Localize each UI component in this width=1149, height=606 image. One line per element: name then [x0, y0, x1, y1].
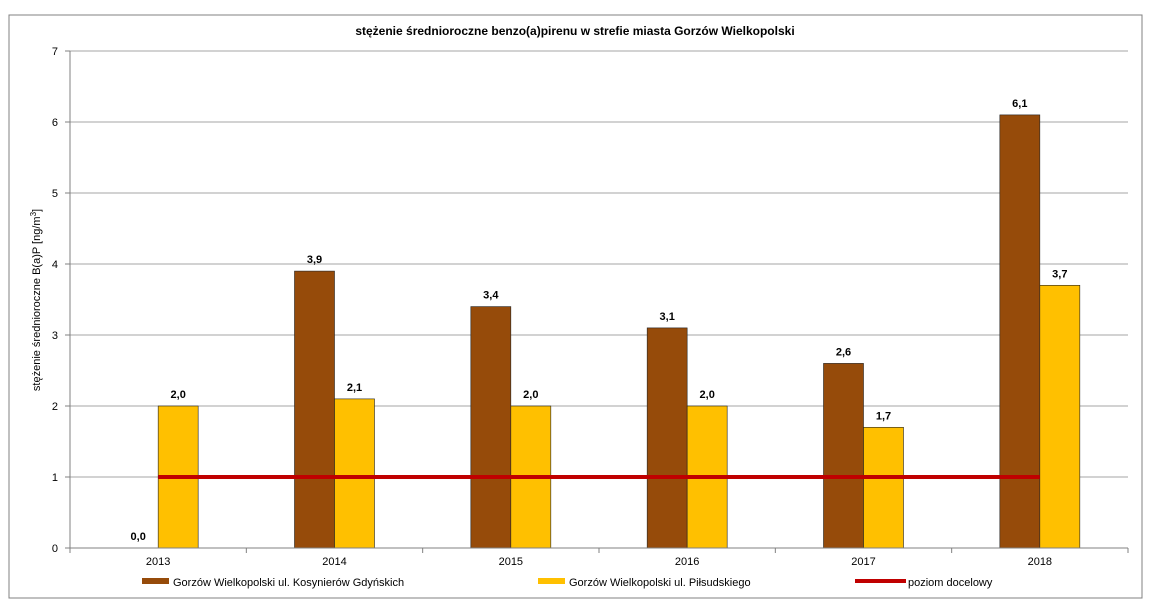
bar-kosynierow-2014: [295, 271, 335, 548]
legend-label: Gorzów Wielkopolski ul. Kosynierów Gdyńs…: [173, 577, 404, 589]
y-axis-label: stężenie średnioroczne B(a)P [ng/m3]: [29, 209, 43, 391]
data-label: 2,0: [700, 389, 715, 401]
bar-pilsudskiego-2017: [864, 427, 904, 548]
data-label: 3,9: [307, 254, 322, 266]
bar-kosynierow-2018: [1000, 115, 1040, 548]
legend-label: Gorzów Wielkopolski ul. Piłsudskiego: [569, 577, 751, 589]
y-tick-label: 7: [52, 46, 58, 58]
x-tick-label: 2018: [1028, 556, 1052, 568]
data-label: 3,1: [660, 311, 675, 323]
legend-swatch: [142, 578, 169, 584]
data-label: 2,1: [347, 382, 362, 394]
y-tick-label: 4: [52, 259, 58, 271]
x-tick-label: 2014: [322, 556, 346, 568]
data-label: 2,6: [836, 346, 851, 358]
y-tick-label: 2: [52, 401, 58, 413]
legend-label: poziom docelowy: [908, 577, 993, 589]
bar-pilsudskiego-2014: [335, 399, 375, 548]
data-label: 2,0: [171, 389, 186, 401]
bar-pilsudskiego-2018: [1040, 285, 1080, 548]
y-axis-label-close: ]: [31, 209, 43, 212]
y-tick-label: 1: [52, 472, 58, 484]
x-tick-label: 2017: [851, 556, 875, 568]
bar-kosynierow-2016: [647, 328, 687, 548]
data-label: 3,4: [483, 290, 499, 302]
x-tick-label: 2015: [499, 556, 523, 568]
y-axis-label-main: stężenie średnioroczne B(a)P [ng/m: [31, 216, 43, 391]
x-tick-label: 2016: [675, 556, 699, 568]
y-tick-label: 6: [52, 117, 58, 129]
data-label: 2,0: [523, 389, 538, 401]
data-label: 6,1: [1012, 98, 1027, 110]
data-label: 3,7: [1052, 268, 1067, 280]
legend-swatch: [538, 578, 565, 584]
y-tick-label: 3: [52, 330, 58, 342]
bar-kosynierow-2015: [471, 307, 511, 548]
y-tick-label: 5: [52, 188, 58, 200]
data-label: 1,7: [876, 410, 891, 422]
chart-title: stężenie średnioroczne benzo(a)pirenu w …: [355, 24, 794, 38]
bar-kosynierow-2017: [824, 363, 864, 548]
data-label: 0,0: [131, 531, 146, 543]
y-tick-label: 0: [52, 543, 58, 555]
x-tick-label: 2013: [146, 556, 170, 568]
